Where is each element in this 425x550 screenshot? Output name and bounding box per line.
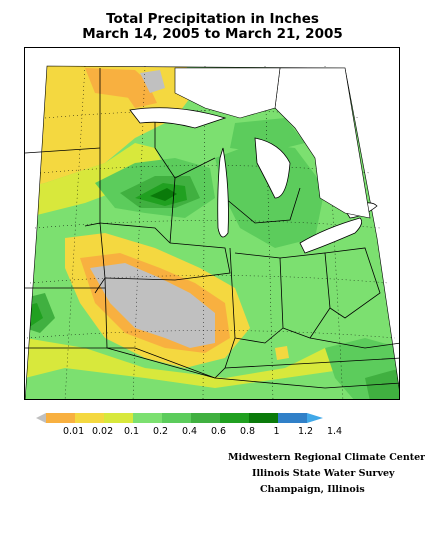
legend-swatch bbox=[220, 413, 249, 423]
legend-swatch bbox=[191, 413, 220, 423]
legend-arrow-low bbox=[36, 413, 46, 423]
legend-tick-label: 0.2 bbox=[152, 426, 169, 437]
map-title: Total Precipitation in Inches bbox=[106, 11, 319, 27]
legend-tick-label: 0.01 bbox=[62, 426, 85, 437]
credit-line-2: Illinois State Water Survey bbox=[252, 468, 395, 479]
legend-tick-label: 1 bbox=[273, 426, 280, 437]
legend-swatch bbox=[133, 413, 162, 423]
legend-swatch bbox=[249, 413, 278, 423]
legend-tick-label: 0.4 bbox=[181, 426, 198, 437]
legend-tick-label: 0.02 bbox=[91, 426, 114, 437]
state-boundaries bbox=[25, 68, 399, 389]
legend-tick-label: 0.8 bbox=[239, 426, 256, 437]
legend-swatch bbox=[162, 413, 191, 423]
legend-tick-label: 0.1 bbox=[123, 426, 140, 437]
precipitation-map bbox=[24, 47, 400, 400]
legend-swatch bbox=[75, 413, 104, 423]
legend-tick-label: 1.2 bbox=[297, 426, 314, 437]
map-canvas bbox=[25, 65, 399, 399]
legend-tick-label: 1.4 bbox=[326, 426, 343, 437]
credit-line-3: Champaign, Illinois bbox=[260, 484, 365, 495]
legend-arrow-high bbox=[307, 413, 323, 423]
map-date-range: March 14, 2005 to March 21, 2005 bbox=[82, 26, 343, 42]
color-legend bbox=[36, 413, 323, 423]
legend-swatch bbox=[46, 413, 75, 423]
legend-swatch bbox=[278, 413, 307, 423]
legend-tick-label: 0.6 bbox=[210, 426, 227, 437]
legend-swatch bbox=[104, 413, 133, 423]
credit-line-1: Midwestern Regional Climate Center bbox=[228, 452, 425, 463]
